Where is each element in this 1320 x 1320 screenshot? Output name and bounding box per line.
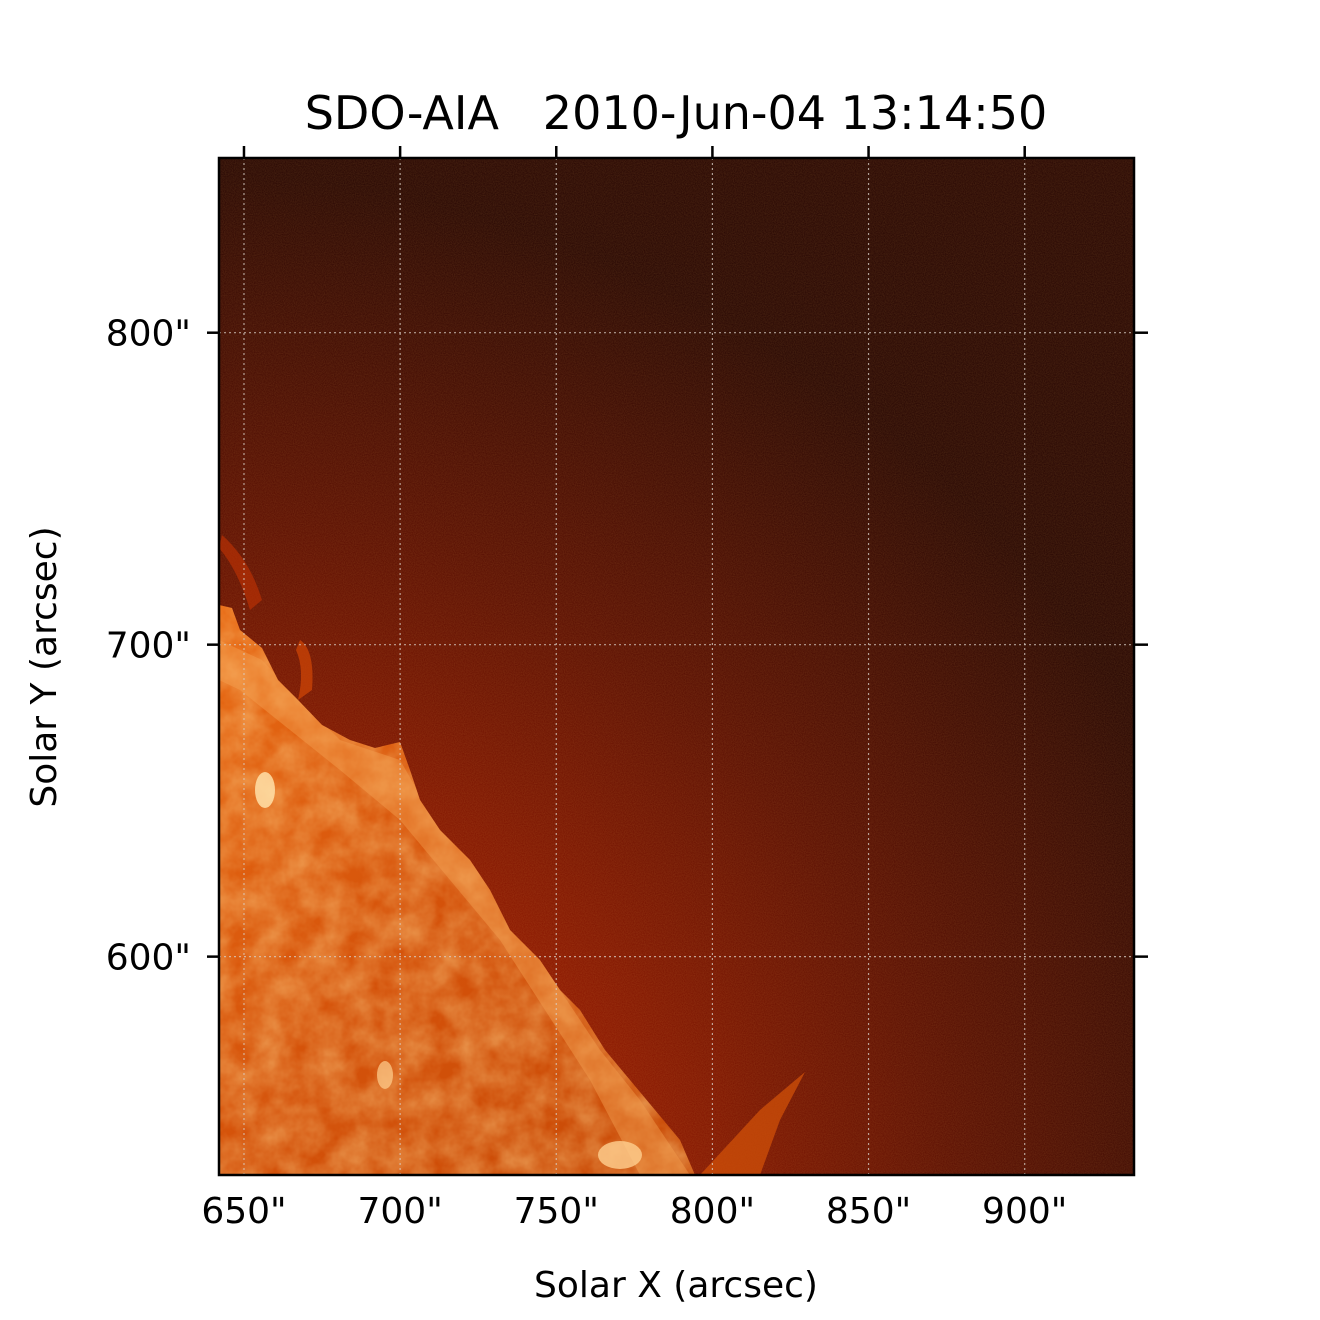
x-tick-label: 750" <box>514 1191 599 1232</box>
axis-ticks <box>207 146 1148 958</box>
x-axis-label: Solar X (arcsec) <box>534 1265 818 1306</box>
plot-title: SDO-AIA 2010-Jun-04 13:14:50 <box>304 86 1048 140</box>
x-tick-label: 900" <box>982 1191 1067 1232</box>
y-tick-label: 800" <box>106 314 191 355</box>
x-tick-label: 850" <box>826 1191 911 1232</box>
solar-image <box>219 158 1134 1175</box>
axis-tick-labels: 650" 700" 750" 800" 850" 900" 600" 700" 800" <box>106 314 1068 1232</box>
x-tick-label: 700" <box>357 1191 442 1232</box>
y-tick-label: 600" <box>106 938 191 979</box>
x-tick-label: 800" <box>670 1191 755 1232</box>
plot-frame <box>217 156 1136 1177</box>
y-tick-label: 700" <box>106 626 191 667</box>
x-tick-label: 650" <box>201 1191 286 1232</box>
y-axis-label: Solar Y (arcsec) <box>24 526 65 808</box>
